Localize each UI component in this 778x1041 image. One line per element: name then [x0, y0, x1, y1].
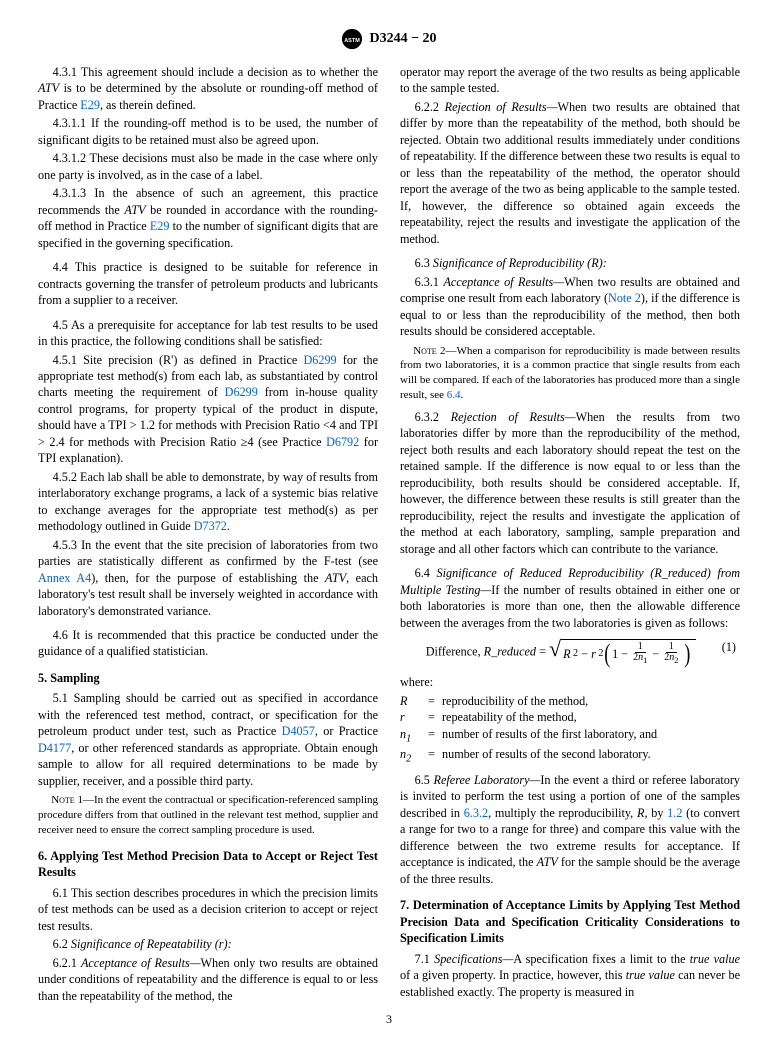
para-4.3.1.3: 4.3.1.3 In the absence of such an agreem…: [38, 185, 378, 251]
note-1: Note 1—In the event the contractual or s…: [38, 793, 378, 838]
para-6.2.1: 6.2.1 Acceptance of Results—When only tw…: [38, 955, 378, 1004]
content-columns: 4.3.1 This agreement should include a de…: [38, 64, 740, 1004]
equation-1: Difference, R_reduced = √ R 2 − r 2 (1 −…: [400, 639, 740, 666]
para-7.1: 7.1 Specifications—A specification fixes…: [400, 951, 740, 1000]
para-6.3: 6.3 Significance of Reproducibility (R):: [400, 255, 740, 271]
para-4.5: 4.5 As a prerequisite for acceptance for…: [38, 317, 378, 350]
para-4.6: 4.6 It is recommended that this practice…: [38, 627, 378, 660]
ref-AnnexA4[interactable]: Annex A4: [38, 571, 91, 585]
ref-6.4[interactable]: 6.4: [447, 389, 461, 401]
ref-D4057[interactable]: D4057: [282, 724, 315, 738]
ref-D4177[interactable]: D4177: [38, 741, 71, 755]
para-6.3.1: 6.3.1 Acceptance of Results—When two res…: [400, 274, 740, 340]
note-2: Note 2—When a comparison for reproducibi…: [400, 344, 740, 403]
ref-D6299-2[interactable]: D6299: [225, 385, 258, 399]
page-header: ASTM D3244 − 20: [38, 28, 740, 50]
para-4.5.3: 4.5.3 In the event that the site precisi…: [38, 537, 378, 619]
para-4.5.1: 4.5.1 Site precision (R') as defined in …: [38, 352, 378, 467]
para-6.2.2: 6.2.2 Rejection of Results—When two resu…: [400, 99, 740, 247]
para-4.3.1.2: 4.3.1.2 These decisions must also be mad…: [38, 150, 378, 183]
ref-E29[interactable]: E29: [80, 98, 100, 112]
astm-logo-icon: ASTM: [341, 28, 363, 50]
para-6.2.1-cont: operator may report the average of the t…: [400, 64, 740, 97]
where-label: where:: [400, 674, 740, 690]
ref-E29-2[interactable]: E29: [150, 219, 170, 233]
section-6-head: 6. Applying Test Method Precision Data t…: [38, 848, 378, 881]
para-6.1: 6.1 This section describes procedures in…: [38, 885, 378, 934]
ref-Note2[interactable]: Note 2: [608, 291, 641, 305]
para-4.3.1: 4.3.1 This agreement should include a de…: [38, 64, 378, 113]
para-4.4: 4.4 This practice is designed to be suit…: [38, 259, 378, 308]
svg-text:ASTM: ASTM: [345, 38, 361, 44]
ref-6.3.2[interactable]: 6.3.2: [464, 806, 488, 820]
ref-D6792[interactable]: D6792: [326, 435, 359, 449]
para-6.2: 6.2 Significance of Repeatability (r):: [38, 936, 378, 952]
ref-D7372[interactable]: D7372: [194, 519, 227, 533]
section-7-head: 7. Determination of Acceptance Limits by…: [400, 897, 740, 946]
ref-D6299[interactable]: D6299: [303, 353, 336, 367]
where-list: R=reproducibility of the method, r=repea…: [400, 693, 740, 766]
para-6.5: 6.5 Referee Laboratory—In the event a th…: [400, 772, 740, 887]
para-5.1: 5.1 Sampling should be carried out as sp…: [38, 690, 378, 789]
para-4.5.2: 4.5.2 Each lab shall be able to demonstr…: [38, 469, 378, 535]
designation: D3244 − 20: [369, 30, 436, 49]
ref-1.2[interactable]: 1.2: [667, 806, 682, 820]
page-number: 3: [0, 1011, 778, 1027]
para-6.3.2: 6.3.2 Rejection of Results—When the resu…: [400, 409, 740, 557]
para-6.4: 6.4 Significance of Reduced Reproducibil…: [400, 565, 740, 631]
equation-number: (1): [722, 639, 736, 655]
section-5-head: 5. Sampling: [38, 670, 378, 686]
para-4.3.1.1: 4.3.1.1 If the rounding-off method is to…: [38, 115, 378, 148]
